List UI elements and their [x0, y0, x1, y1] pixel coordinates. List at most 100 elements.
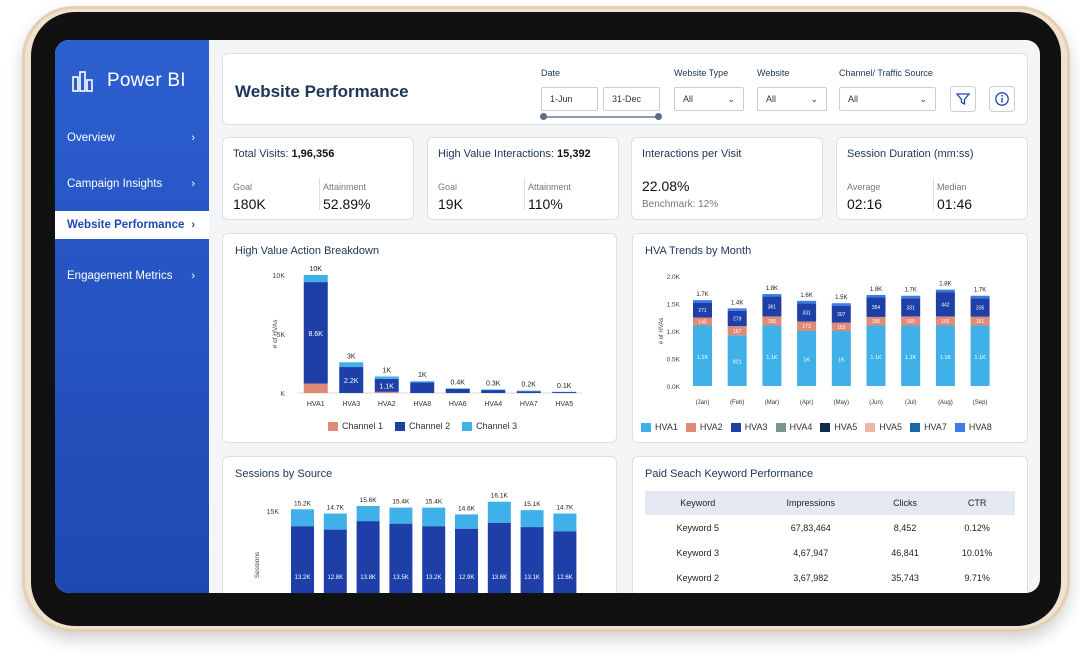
column-header[interactable]: CTR [939, 491, 1015, 515]
bar-inner-label: 173 [802, 324, 811, 330]
bar-segment [727, 308, 747, 311]
date-slider-end-handle[interactable] [655, 113, 662, 120]
bar-inner-label: 153 [837, 325, 846, 331]
column-header[interactable]: Clicks [870, 491, 940, 515]
bar-segment [693, 325, 712, 386]
chart-legend: HVA1 HVA2 HVA3 HVA4 HVA5 HVA5 HVA7 HVA8 [641, 422, 992, 432]
bar-segment [866, 294, 886, 298]
kpi-value: 15,392 [557, 148, 591, 160]
website-select[interactable]: All ⌄ [757, 87, 827, 111]
divider [319, 178, 320, 210]
y-tick-label: 10K [273, 273, 286, 280]
bar-segment [455, 514, 478, 529]
data-label: 1.7K [905, 288, 917, 294]
channel-select[interactable]: All ⌄ [839, 87, 936, 111]
legend-label: HVA7 [924, 422, 947, 432]
legend-label: HVA4 [789, 422, 813, 432]
keyword-performance-card: Paid Seach Keyword Performance Keyword I… [632, 456, 1028, 593]
kpi-high-value-interactions: High Value Interactions: 15,392 Goal 19K… [427, 137, 619, 220]
date-slider-track[interactable] [543, 116, 659, 118]
bar-inner-label: 165 [941, 319, 950, 325]
data-label: 3K [347, 353, 356, 360]
bar-segment [797, 303, 817, 322]
legend-label: Channel 2 [409, 421, 451, 431]
legend-swatch [395, 421, 406, 431]
legend-item[interactable]: Channel 2 [395, 421, 450, 431]
data-label: 14.7K [327, 505, 345, 512]
bar-inner-label: 331 [907, 305, 916, 311]
bar-segment [410, 381, 435, 383]
nav-item-label: Campaign Insights [67, 178, 163, 190]
data-label: 0.3K [486, 380, 501, 387]
data-label: 1.4K [731, 300, 743, 306]
bar-segment [935, 289, 955, 293]
table-header-row: Keyword Impressions Clicks CTR [645, 491, 1015, 515]
bar-segment [445, 388, 470, 389]
data-label: 15.4K [392, 499, 410, 506]
legend-label: HVA2 [699, 422, 723, 432]
legend-item[interactable]: HVA1 [641, 422, 678, 432]
legend-item[interactable]: HVA2 [685, 422, 723, 432]
date-to-input[interactable]: 31-Dec [603, 87, 660, 111]
nav-item-website-performance[interactable]: Website Performance › [55, 211, 209, 239]
sidebar: Power BI Overview › Campaign Insights › … [55, 40, 209, 593]
bar-segment [797, 321, 817, 331]
bar-segment [831, 322, 851, 331]
x-tick-label: (Mar) [765, 400, 779, 406]
legend-item[interactable]: HVA4 [775, 422, 813, 432]
chevron-down-icon: ⌄ [810, 93, 818, 104]
filter-button[interactable] [950, 86, 976, 112]
legend-item[interactable]: Channel 1 [328, 421, 383, 431]
legend-item[interactable]: HVA3 [730, 422, 768, 432]
legend-item[interactable]: Channel 3 [462, 421, 517, 431]
attainment-value: 110% [528, 196, 563, 212]
chart-title: Sessions by Source [235, 468, 333, 480]
column-header[interactable]: Keyword [645, 491, 751, 515]
data-label: 10K [310, 266, 323, 273]
kpi-title: Session Duration (mm:ss) [847, 148, 974, 160]
website-type-select[interactable]: All ⌄ [674, 87, 744, 111]
date-from-input[interactable]: 1-Jun [541, 87, 598, 111]
nav-item-overview[interactable]: Overview › [55, 123, 209, 153]
bar-inner-label: 921 [733, 360, 742, 366]
bar-segment [374, 376, 399, 379]
bar-inner-label: 161 [976, 319, 985, 325]
bar-segment [422, 526, 446, 593]
y-tick-label: 2.0K [667, 274, 681, 281]
x-tick-label: (Feb) [730, 400, 744, 406]
legend-item[interactable]: HVA7 [910, 422, 947, 432]
table-cell: 35,743 [891, 572, 919, 583]
bar-segment [970, 298, 990, 317]
nav-item-campaign-insights[interactable]: Campaign Insights › [55, 169, 209, 199]
bar-segment [481, 390, 506, 393]
date-slider-start-handle[interactable] [540, 113, 547, 120]
x-tick-label: HVA5 [555, 401, 573, 408]
bar-segment [970, 316, 990, 326]
table-row[interactable]: Keyword 2 3,67,982 35,743 9.71% [645, 565, 1015, 590]
info-button[interactable] [989, 86, 1015, 112]
table-row[interactable]: Keyword 5 67,83,464 8,452 0.12% [645, 515, 1015, 540]
column-header[interactable]: Impressions [750, 491, 871, 515]
table-cell: Keyword 3 [676, 547, 720, 558]
legend-item[interactable]: HVA5 [865, 422, 902, 432]
legend-item[interactable]: HVA8 [954, 422, 992, 432]
table-row[interactable]: Keyword 3 4,67,947 46,841 10.01% [645, 540, 1015, 565]
table-title: Paid Seach Keyword Performance [645, 468, 814, 480]
data-label: 1.8K [870, 287, 882, 293]
info-icon [995, 92, 1009, 106]
nav-item-engagement-metrics[interactable]: Engagement Metrics › [55, 261, 209, 291]
hva-trends-chart: 2.0K 1.5K 1.0K 0.5K 0.0K # of HVAs 1.1K 145 271 1… [659, 274, 990, 406]
sessions-by-source-card: Sessions by Source 15K Sessions 15.2K 13.2K… [222, 456, 617, 593]
legend-label: Channel 3 [476, 421, 518, 431]
bar-segment [516, 390, 541, 392]
chevron-right-icon: › [191, 178, 195, 190]
data-label: 0.1K [557, 383, 572, 390]
bar-segment [935, 316, 955, 326]
bar-segment [553, 513, 577, 532]
table-cell: 9.71% [964, 572, 990, 583]
divider [933, 178, 934, 210]
data-label: 0.4K [451, 379, 466, 386]
app-screen: Power BI Overview › Campaign Insights › … [55, 40, 1040, 593]
hva-breakdown-card: High Value Action Breakdown 10K 5K K # of H… [222, 233, 617, 443]
legend-item[interactable]: HVA5 [820, 422, 857, 432]
